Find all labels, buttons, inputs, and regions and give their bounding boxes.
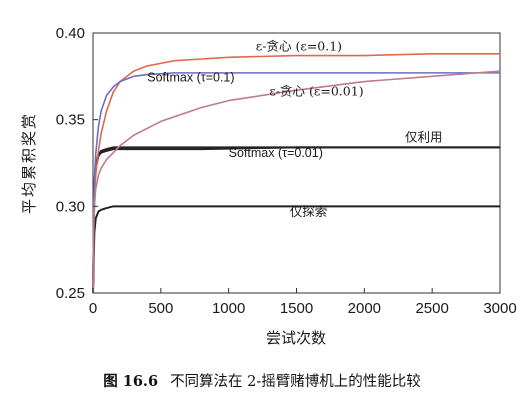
series-layer xyxy=(92,52,501,294)
y-tick-label-3: 0.40 xyxy=(56,25,85,42)
y-tick-label-0: 0.25 xyxy=(56,285,85,302)
annotation-3: ε-贪心 (ε=0.01) xyxy=(269,83,363,98)
line-chart: 0 500 1000 1500 2000 2500 3000 0.25 0.30 0.35 0.40… xyxy=(20,25,517,347)
x-tick-label-3: 1500 xyxy=(280,300,313,317)
ticks-layer: 0 500 1000 1500 2000 2500 3000 0.25 0.30 0.35 0.40 xyxy=(56,25,517,317)
annotation-6: 仅探索 xyxy=(290,204,328,219)
series-line-6 xyxy=(92,205,500,294)
figure-caption: 图 16.6 不同算法在 2-摇臂赌博机上的性能比较 xyxy=(0,370,524,391)
y-tick-label-2: 0.35 xyxy=(56,112,85,129)
series-line-3 xyxy=(92,70,501,294)
y-tick-label-1: 0.30 xyxy=(56,198,85,215)
figure-number: 图 16.6 xyxy=(103,373,159,390)
x-tick-label-2: 1000 xyxy=(212,300,245,317)
x-tick-label-6: 3000 xyxy=(483,300,516,317)
annotation-layer: ε-贪心 (ε=0.1) Softmax (τ=0.1) ε-贪心 (ε=0.01)… xyxy=(147,38,442,219)
caption-text: 不同算法在 2-摇臂赌博机上的性能比较 xyxy=(170,374,421,390)
x-tick-label-5: 2500 xyxy=(415,300,448,317)
annotation-4: 仅利用 xyxy=(405,129,443,144)
annotation-2: Softmax (τ=0.1) xyxy=(147,71,234,85)
annotation-5: Softmax (τ=0.01) xyxy=(229,146,323,160)
annotation-1: ε-贪心 (ε=0.1) xyxy=(256,38,342,53)
y-axis-title: 平均累积奖赏 xyxy=(20,112,38,214)
x-tick-label-1: 500 xyxy=(148,300,173,317)
x-axis-title: 尝试次数 xyxy=(266,329,326,347)
series-line-4 xyxy=(92,146,500,294)
series-line-2 xyxy=(92,72,500,294)
series-line-1 xyxy=(92,52,500,294)
x-tick-label-0: 0 xyxy=(89,300,97,317)
series-line-5 xyxy=(92,146,500,294)
x-tick-label-4: 2000 xyxy=(348,300,381,317)
